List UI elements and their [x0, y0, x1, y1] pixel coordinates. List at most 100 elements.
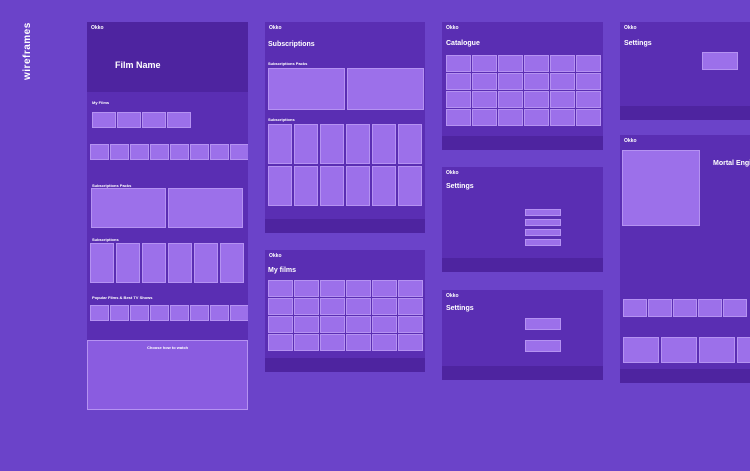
footer [620, 369, 750, 383]
logo: Okko [446, 170, 459, 176]
placeholder [347, 68, 424, 110]
logo: Okko [624, 25, 637, 31]
placeholder [170, 144, 189, 160]
screen: Okko Mortal Engines [620, 135, 750, 383]
watch-block [87, 340, 248, 410]
placeholder [168, 188, 243, 228]
placeholder [230, 144, 248, 160]
placeholder [702, 52, 738, 70]
placeholder [398, 280, 423, 297]
placeholder [190, 144, 209, 160]
placeholder [320, 334, 345, 351]
placeholder [524, 109, 549, 126]
placeholder [737, 337, 750, 363]
screen: Okko My films [265, 250, 425, 372]
footer [442, 136, 603, 150]
placeholder [524, 73, 549, 90]
section-heading: Popular Films & Best TV Shows [92, 295, 153, 300]
footer [442, 366, 603, 380]
screen-title: Film Name [115, 60, 161, 70]
placeholder [142, 243, 166, 283]
placeholder [525, 318, 561, 330]
placeholder [472, 109, 497, 126]
placeholder [472, 73, 497, 90]
placeholder [268, 298, 293, 315]
screen-title: Settings [446, 305, 474, 312]
placeholder [446, 55, 471, 72]
placeholder [398, 298, 423, 315]
placeholder [268, 316, 293, 333]
logo: Okko [269, 253, 282, 259]
placeholder [194, 243, 218, 283]
placeholder [346, 334, 371, 351]
placeholder [268, 166, 292, 206]
placeholder [150, 144, 169, 160]
footer [265, 358, 425, 372]
placeholder [210, 144, 229, 160]
placeholder [446, 73, 471, 90]
placeholder [90, 305, 109, 321]
section-heading: Subscriptions [92, 237, 119, 242]
placeholder [346, 124, 370, 164]
logo: Okko [269, 25, 282, 31]
placeholder [130, 144, 149, 160]
placeholder [723, 299, 747, 317]
placeholder [346, 166, 370, 206]
placeholder [673, 299, 697, 317]
placeholder [524, 55, 549, 72]
placeholder [320, 124, 344, 164]
placeholder [550, 109, 575, 126]
placeholder [576, 55, 601, 72]
placeholder [622, 150, 700, 226]
placeholder [90, 243, 114, 283]
placeholder [90, 144, 109, 160]
placeholder [320, 166, 344, 206]
placeholder [372, 124, 396, 164]
screen-title: Catalogue [446, 40, 480, 47]
placeholder [372, 298, 397, 315]
placeholder [110, 305, 129, 321]
screen: Okko Settings [442, 290, 603, 380]
placeholder [294, 280, 319, 297]
placeholder [92, 112, 116, 128]
placeholder [398, 316, 423, 333]
placeholder [168, 243, 192, 283]
screen-title: Mortal Engines [713, 160, 750, 167]
placeholder [230, 305, 248, 321]
placeholder [648, 299, 672, 317]
placeholder [346, 280, 371, 297]
placeholder [372, 334, 397, 351]
placeholder [576, 91, 601, 108]
placeholder [190, 305, 209, 321]
section-heading: My Films [92, 100, 110, 105]
placeholder [372, 316, 397, 333]
placeholder [550, 55, 575, 72]
screen-title: Settings [446, 183, 474, 190]
logo: Okko [446, 293, 459, 299]
footer [265, 219, 425, 233]
section-heading: Choose how to watch [147, 345, 189, 350]
placeholder [525, 239, 561, 246]
placeholder [268, 124, 292, 164]
placeholder [268, 334, 293, 351]
placeholder [525, 219, 561, 226]
placeholder [661, 337, 697, 363]
placeholder [91, 188, 166, 228]
placeholder [346, 298, 371, 315]
placeholder [446, 91, 471, 108]
placeholder [294, 166, 318, 206]
placeholder [498, 73, 523, 90]
placeholder [294, 298, 319, 315]
placeholder [294, 124, 318, 164]
placeholder [294, 316, 319, 333]
placeholder [220, 243, 244, 283]
placeholder [398, 124, 422, 164]
placeholder [498, 109, 523, 126]
placeholder [294, 334, 319, 351]
logo: Okko [624, 138, 637, 144]
section-heading: Subscriptions Packs [92, 183, 132, 188]
hero [87, 22, 248, 92]
placeholder [550, 91, 575, 108]
placeholder [623, 337, 659, 363]
